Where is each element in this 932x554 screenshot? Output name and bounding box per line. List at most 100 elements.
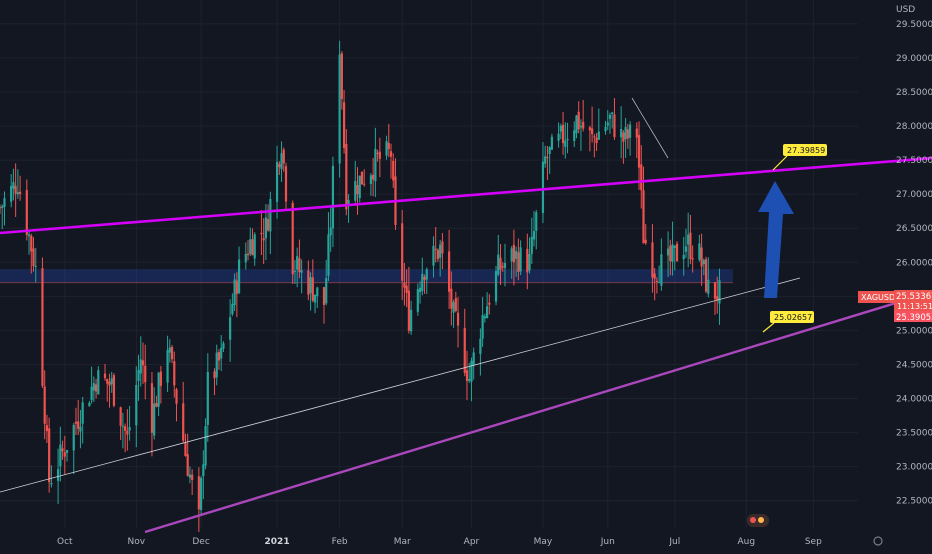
symbol-tag[interactable]: XAGUSD — [858, 291, 895, 303]
candle-body — [687, 234, 690, 245]
candle-body — [3, 198, 6, 207]
candle-body — [106, 378, 109, 384]
candle-body — [173, 361, 176, 386]
candle-body — [34, 265, 37, 267]
candle-body — [327, 234, 330, 276]
candle-body — [135, 385, 138, 426]
candle-body — [519, 247, 522, 272]
candle-body — [65, 449, 69, 453]
candle-body — [613, 114, 616, 138]
candle-body — [673, 245, 676, 249]
svg-text:XAGUSD: XAGUSD — [861, 293, 895, 302]
candle-body — [338, 54, 341, 164]
candle-body — [191, 474, 194, 480]
candle-body — [278, 164, 281, 168]
candle-body — [14, 185, 17, 194]
candle-body — [202, 464, 205, 477]
candle-body — [588, 127, 591, 131]
svg-text:25.02657: 25.02657 — [774, 313, 812, 322]
candle-body — [450, 288, 453, 309]
candle-body — [510, 248, 513, 262]
candle-body — [403, 282, 406, 288]
x-tick-label: Sep — [805, 537, 822, 547]
candle-body — [392, 160, 395, 181]
candle-body — [249, 239, 252, 254]
candle-body — [488, 302, 491, 305]
candle-body — [378, 151, 381, 159]
candle-body — [604, 126, 607, 132]
candle-body — [684, 246, 688, 252]
candle-body — [0, 207, 2, 209]
candle-body — [291, 202, 294, 275]
candle-body — [704, 259, 708, 292]
svg-text:27.39859: 27.39859 — [787, 146, 825, 155]
candle-body — [97, 370, 100, 395]
candle-body — [296, 256, 299, 270]
support-label[interactable]: 25.02657 — [762, 311, 814, 333]
candle-body — [573, 130, 576, 141]
current-price-tag[interactable]: 25.53367 11:13:51 — [894, 290, 932, 311]
candle-body — [264, 217, 267, 239]
trend-lines[interactable] — [0, 97, 932, 534]
candle-body — [660, 254, 663, 286]
candle-body — [63, 452, 66, 457]
candle-body — [441, 241, 444, 254]
candle-body — [389, 151, 393, 157]
candle-body — [512, 244, 516, 263]
candle-body — [544, 156, 547, 164]
candle-body — [61, 448, 64, 452]
time-axis[interactable]: Oct Nov Dec 2021 Feb Mar Apr May Jun Jul Aug Sep — [57, 537, 822, 547]
candle-body — [416, 289, 419, 312]
candle-body — [103, 373, 107, 379]
candle-body — [497, 254, 500, 275]
candle-body — [530, 236, 533, 254]
target-arrow[interactable] — [758, 181, 794, 298]
candle-body — [175, 389, 178, 404]
candle-body — [608, 114, 612, 119]
candle-body — [517, 252, 520, 273]
candle-body — [376, 152, 379, 154]
candle-body — [275, 162, 279, 202]
candle-body — [702, 260, 705, 265]
x-tick-label: Aug — [737, 537, 755, 547]
candle-body — [620, 129, 623, 138]
candle-body — [322, 287, 326, 305]
candle-body — [43, 386, 46, 424]
candle-body — [541, 161, 545, 214]
candle-body — [577, 111, 580, 130]
candle-body — [452, 302, 455, 313]
candle-body — [81, 402, 84, 424]
candle-body — [566, 138, 569, 141]
candle-body — [262, 238, 265, 241]
candle-body — [153, 403, 156, 436]
candle-body — [407, 290, 410, 331]
candle-body — [298, 258, 301, 273]
candle-body — [374, 148, 377, 182]
candle-body — [74, 421, 78, 424]
candle-body — [45, 425, 49, 432]
y-tick-label: 22.50000 — [896, 497, 932, 507]
target-label[interactable]: 27.39859 — [772, 144, 827, 171]
candle-body — [472, 352, 475, 365]
flag-badge[interactable] — [747, 514, 769, 527]
settings-icon[interactable] — [873, 536, 883, 546]
candle-body — [10, 185, 13, 202]
candle-body — [354, 180, 357, 201]
candle-body — [231, 303, 234, 315]
candle-body — [718, 280, 721, 304]
candle-body — [110, 378, 113, 385]
candle-body — [499, 257, 502, 270]
callout-tail — [762, 322, 775, 333]
candle-body — [72, 424, 75, 451]
y-tick-label: 29.00000 — [896, 54, 932, 64]
low-price-tag[interactable]: 25.39055 — [894, 311, 932, 323]
candle-body — [470, 360, 473, 382]
candle-body — [410, 309, 413, 332]
candle-body — [546, 157, 549, 159]
candle-body — [651, 242, 654, 278]
candle-body — [713, 282, 717, 299]
candle-body — [48, 428, 51, 483]
candle-body — [12, 182, 15, 189]
